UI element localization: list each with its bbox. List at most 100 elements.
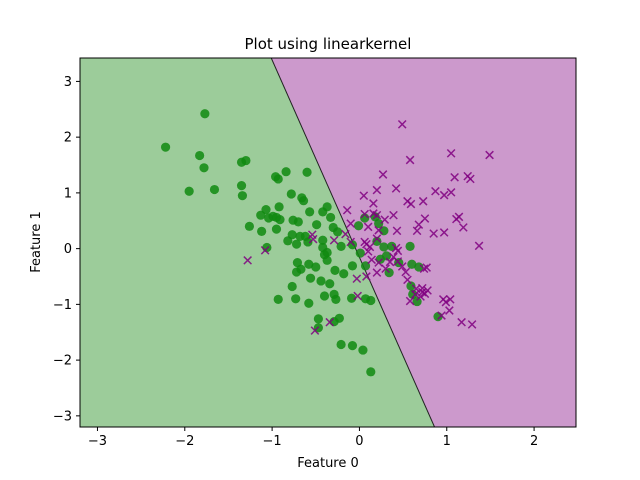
class-1-point — [445, 295, 455, 304]
class-1-point — [367, 255, 376, 265]
x-tick-label: −2 — [175, 434, 194, 449]
class-1-point — [365, 242, 375, 252]
x-tick-label: −1 — [263, 434, 282, 449]
class-1-point — [439, 190, 449, 200]
class-0-point — [244, 221, 255, 231]
class-0-point — [264, 213, 274, 223]
class-1-point — [260, 245, 270, 255]
y-tick-label: 1 — [64, 186, 72, 201]
class-0-point — [273, 294, 283, 304]
class-0-point — [237, 191, 248, 201]
region-class-1 — [271, 58, 576, 427]
class-0-point — [184, 186, 194, 196]
class-0-point — [325, 279, 335, 289]
class-1-point — [352, 274, 362, 284]
class-1-point — [467, 320, 477, 329]
x-tick-label: 1 — [443, 434, 451, 449]
y-tick-label: 3 — [64, 75, 72, 90]
class-1-point — [372, 234, 382, 243]
class-1-point — [401, 267, 411, 277]
class-1-point — [403, 275, 412, 285]
class-1-point — [419, 264, 429, 274]
class-1-point — [412, 226, 422, 236]
class-0-point — [298, 196, 309, 206]
class-1-point — [437, 311, 446, 320]
class-0-point — [256, 210, 266, 220]
class-0-point — [330, 265, 340, 275]
class-0-point — [241, 155, 251, 166]
class-1-point — [431, 186, 440, 196]
class-0-point — [199, 163, 209, 173]
class-0-point — [293, 217, 303, 227]
class-0-point — [291, 267, 302, 277]
class-0-point — [319, 291, 330, 301]
class-1-point — [459, 223, 468, 232]
class-0-point — [287, 281, 297, 292]
x-tick-label: 0 — [355, 434, 363, 449]
class-0-point — [304, 298, 314, 308]
class-0-point — [339, 269, 349, 279]
class-0-point — [195, 150, 205, 161]
class-1-point — [405, 296, 415, 306]
class-0-point — [326, 212, 336, 223]
class-0-point — [311, 262, 321, 272]
class-1-point — [380, 215, 390, 224]
class-0-point — [274, 202, 284, 212]
class-0-point — [291, 239, 302, 249]
class-1-point — [362, 272, 371, 281]
x-axis-label: Feature 0 — [297, 456, 359, 471]
class-0-point — [407, 259, 417, 269]
class-1-point — [243, 256, 252, 265]
class-1-point — [359, 191, 369, 201]
class-0-point — [379, 242, 389, 252]
class-1-point — [381, 264, 390, 274]
class-0-point — [287, 230, 297, 240]
class-1-point — [417, 283, 427, 293]
class-1-point — [353, 291, 363, 301]
class-1-point — [341, 229, 350, 239]
x-tick-label: 2 — [530, 434, 538, 449]
class-0-point — [318, 235, 328, 245]
class-1-point — [414, 220, 424, 229]
class-1-point — [372, 268, 382, 277]
class-0-point — [209, 184, 220, 195]
y-tick-label: 0 — [64, 242, 72, 257]
class-1-point — [397, 120, 407, 129]
chart-title: Plot using linearkernel — [245, 35, 412, 53]
class-0-point — [405, 241, 415, 252]
class-0-point — [291, 294, 301, 304]
class-1-point — [466, 174, 475, 184]
class-0-point — [366, 367, 376, 377]
class-1-point — [406, 199, 416, 209]
class-1-point — [374, 258, 383, 267]
class-0-point — [360, 261, 371, 271]
class-1-point — [363, 222, 373, 232]
class-1-point — [372, 210, 382, 220]
class-1-points — [243, 120, 494, 335]
class-0-point — [372, 236, 382, 246]
class-0-point — [160, 142, 171, 152]
class-0-point — [322, 202, 332, 212]
class-1-point — [342, 205, 352, 215]
class-1-point — [454, 212, 464, 222]
class-1-point — [389, 210, 398, 220]
class-1-point — [446, 148, 456, 158]
y-axis-label: Feature 1 — [29, 211, 44, 273]
class-0-point — [333, 227, 343, 237]
decision-regions — [80, 58, 576, 427]
class-1-point — [391, 184, 401, 193]
y-axis-ticks: −3 −2 −1 0 1 2 3 — [53, 75, 80, 424]
class-1-point — [363, 247, 373, 256]
class-0-point — [305, 207, 315, 217]
class-0-point — [322, 255, 332, 265]
class-1-point — [325, 317, 335, 327]
class-1-point — [474, 241, 484, 251]
class-0-point — [347, 261, 358, 271]
class-1-point — [310, 326, 320, 335]
class-1-point — [329, 235, 339, 245]
class-1-point — [445, 306, 454, 315]
class-0-point — [305, 273, 316, 283]
class-1-point — [422, 263, 432, 272]
class-1-point — [457, 317, 466, 327]
class-1-point — [374, 225, 383, 235]
